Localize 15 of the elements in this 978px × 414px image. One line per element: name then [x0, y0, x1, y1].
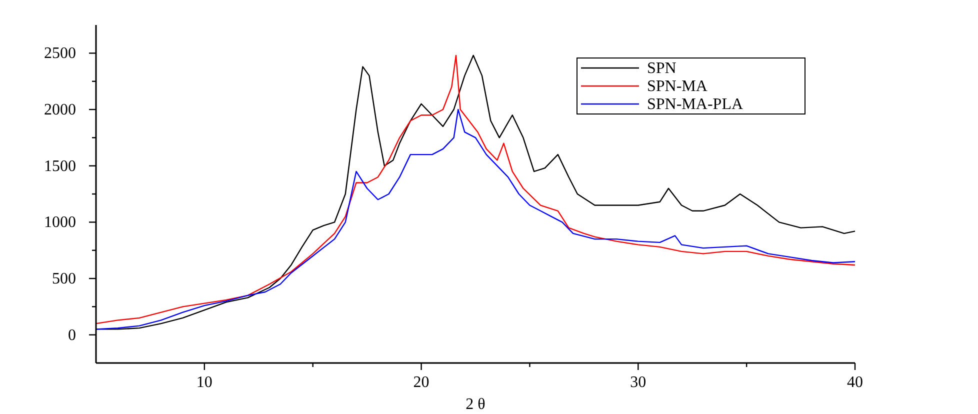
line-series — [95, 108, 856, 330]
y-tick-label: 500 — [52, 270, 76, 288]
x-tick-label: 10 — [196, 374, 212, 391]
x-tick-label: 40 — [847, 374, 863, 391]
legend-label: SPN-MA — [647, 78, 708, 95]
legend-label: SPN-MA-PLA — [647, 96, 744, 113]
y-tick-label: 2000 — [44, 102, 76, 118]
y-tick-label: 2500 — [44, 45, 76, 62]
y-tick-label: 1500 — [44, 158, 76, 175]
legend-label: SPN — [647, 60, 677, 77]
y-tick-label: 0 — [68, 326, 76, 344]
x-tick-label: 20 — [413, 374, 430, 391]
x-axis-title: 2 θ — [466, 396, 486, 413]
y-tick-label: 1000 — [44, 214, 76, 232]
x-tick-label: 30 — [630, 374, 646, 391]
